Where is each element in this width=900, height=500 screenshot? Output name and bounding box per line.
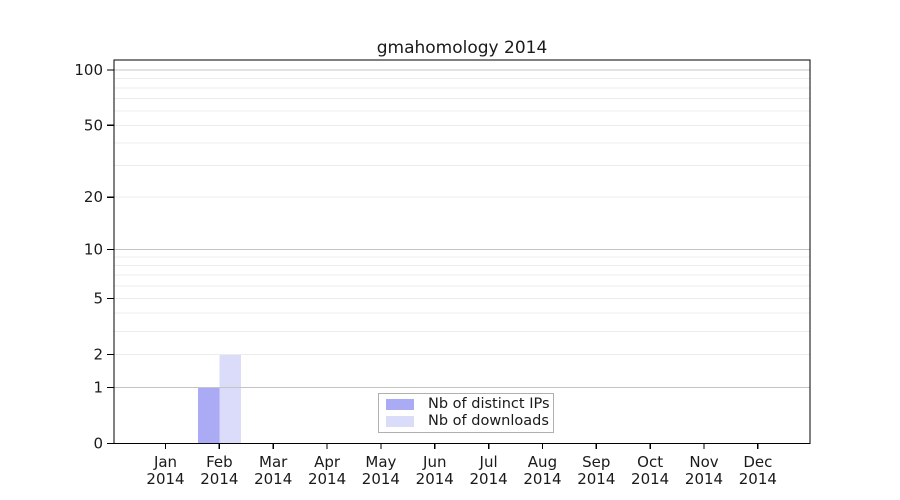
x-axis-month-label: Jul bbox=[479, 453, 498, 471]
x-axis-year-label: 2014 bbox=[470, 470, 508, 488]
x-axis-month-label: Mar bbox=[259, 453, 288, 471]
x-axis-year-label: 2014 bbox=[631, 470, 669, 488]
x-axis-year-label: 2014 bbox=[254, 470, 292, 488]
legend-label-distinct-ips: Nb of distinct IPs bbox=[428, 395, 550, 412]
y-axis-tick-label: 10 bbox=[84, 240, 103, 258]
legend: Nb of distinct IPs Nb of downloads bbox=[378, 393, 554, 433]
y-axis-tick-label: 100 bbox=[74, 61, 103, 79]
y-axis-tick-label: 1 bbox=[93, 378, 103, 396]
chart-title: gmahomology 2014 bbox=[376, 38, 548, 58]
bar-distinct-ips bbox=[197, 387, 220, 444]
x-axis-year-label: 2014 bbox=[416, 470, 454, 488]
y-axis-tick-label: 0 bbox=[93, 435, 103, 453]
x-axis-year-label: 2014 bbox=[308, 470, 346, 488]
axis-box bbox=[113, 59, 811, 445]
x-axis-year-label: 2014 bbox=[739, 470, 777, 488]
legend-swatch-downloads-icon bbox=[386, 416, 414, 428]
x-axis-month-label: Aug bbox=[528, 453, 557, 471]
x-axis-month-label: Feb bbox=[206, 453, 233, 471]
x-axis-month-label: Oct bbox=[637, 453, 663, 471]
x-axis-month-label: Nov bbox=[689, 453, 718, 471]
legend-label-downloads: Nb of downloads bbox=[428, 413, 549, 430]
x-axis-year-label: 2014 bbox=[523, 470, 561, 488]
x-axis-year-label: 2014 bbox=[146, 470, 184, 488]
y-axis-tick-label: 5 bbox=[93, 289, 103, 307]
y-axis-tick-label: 20 bbox=[84, 188, 103, 206]
y-axis-tick-label: 2 bbox=[93, 346, 103, 364]
x-axis-month-label: Jan bbox=[153, 453, 177, 471]
x-axis-year-label: 2014 bbox=[200, 470, 238, 488]
legend-swatch-distinct-ips-icon bbox=[386, 398, 414, 410]
y-axis-tick-label: 50 bbox=[84, 116, 103, 134]
x-axis-month-label: May bbox=[365, 453, 396, 471]
x-axis-year-label: 2014 bbox=[685, 470, 723, 488]
x-axis-month-label: Apr bbox=[314, 453, 341, 471]
x-axis-month-label: Sep bbox=[582, 453, 610, 471]
bar-downloads bbox=[219, 354, 241, 444]
legend-row-distinct-ips: Nb of distinct IPs bbox=[379, 395, 553, 412]
x-axis-year-label: 2014 bbox=[362, 470, 400, 488]
x-axis-month-label: Dec bbox=[743, 453, 772, 471]
x-axis-month-label: Jun bbox=[422, 453, 446, 471]
legend-row-downloads: Nb of downloads bbox=[379, 414, 553, 429]
x-axis-year-label: 2014 bbox=[577, 470, 615, 488]
